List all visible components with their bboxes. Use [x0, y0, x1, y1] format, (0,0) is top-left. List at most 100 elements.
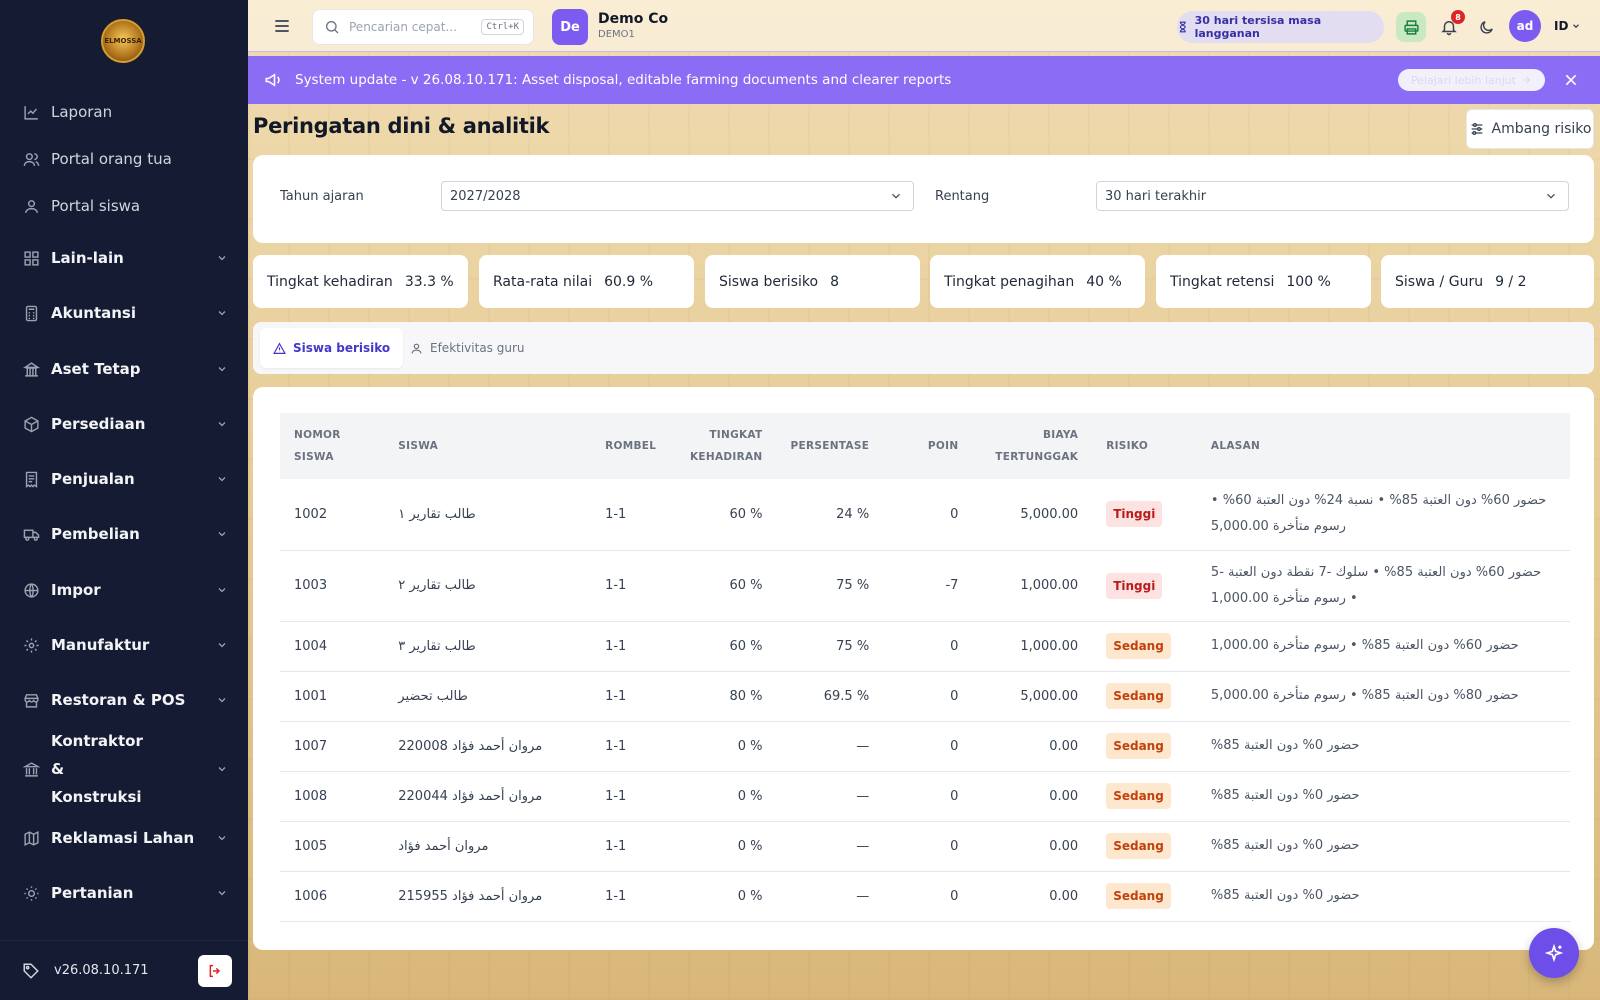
sidebar-item-label: Manufaktur — [51, 636, 150, 654]
table-row[interactable]: 1001 طالب تحضير 1-1 80 % 69.5 % 0 5,000.… — [280, 671, 1570, 722]
sidebar-item-restoran-pos[interactable]: Restoran & POS — [0, 686, 248, 714]
cell-points: 0 — [883, 671, 973, 722]
cell-outstanding-fees: 0.00 — [972, 721, 1093, 772]
table-row[interactable]: 1004 طالب تقارير ٣ 1-1 60 % 75 % 0 1,000… — [280, 621, 1570, 672]
company-avatar[interactable]: De — [552, 9, 588, 45]
sidebar-item-portal-orang-tua[interactable]: Portal orang tua — [0, 145, 248, 173]
cell-reason: حضور 0% دون العتبة 85% — [1196, 821, 1570, 872]
cell-student-name: مروان أحمد فؤاد — [384, 821, 592, 872]
column-header-points[interactable]: POIN — [927, 440, 959, 452]
notifications-button[interactable]: 8 — [1434, 10, 1465, 42]
date-range-select[interactable]: 30 hari terakhir — [1096, 181, 1569, 211]
grid-icon — [22, 249, 40, 267]
sidebar-item-laporan[interactable]: Laporan — [0, 98, 248, 126]
sidebar-item-label: Kontraktor & Konstruksi — [51, 732, 143, 806]
user-icon — [22, 197, 40, 215]
learn-more-button[interactable]: Pelajari lebih lanjut — [1398, 69, 1545, 91]
app-version: v26.08.10.171 — [54, 963, 149, 978]
sidebar-item-portal-siswa[interactable]: Portal siswa — [0, 192, 248, 220]
logout-icon — [209, 964, 221, 977]
ai-assistant-button[interactable] — [1529, 928, 1579, 978]
truck-icon — [22, 525, 40, 543]
risk-badge: Sedang — [1106, 883, 1171, 909]
column-header-attendance[interactable]: TINGKAT KEHADIRAN — [676, 413, 777, 479]
logout-button[interactable] — [198, 954, 232, 987]
subscription-badge[interactable]: 30 hari tersisa masa langganan — [1177, 11, 1384, 43]
receipt-icon — [22, 470, 40, 488]
cell-percentage: — — [776, 821, 884, 872]
risk-badge: Sedang — [1106, 783, 1171, 809]
range-label: Rentang — [935, 189, 990, 204]
tab-at-risk-students[interactable]: Siswa berisiko — [260, 328, 404, 368]
tab-teacher-effectiveness[interactable]: Efektivitas guru — [397, 328, 538, 368]
sidebar-item-penjualan[interactable]: Penjualan — [0, 465, 248, 493]
company-logo[interactable]: ELMOSSA — [101, 19, 145, 63]
cell-risk: Tinggi — [1092, 550, 1197, 622]
column-header-risk[interactable]: RISIKO — [1106, 440, 1149, 452]
column-header-student-number[interactable]: NOMOR SISWA — [280, 413, 384, 479]
company-code: DEMO1 — [598, 29, 635, 40]
sidebar-item-persediaan[interactable]: Persediaan — [0, 410, 248, 438]
chevron-down-icon — [218, 256, 226, 261]
quick-search[interactable]: Pencarian cepat... Ctrl+K — [312, 9, 534, 45]
sidebar-item-reklamasi-lahan[interactable]: Reklamasi Lahan — [0, 824, 248, 852]
calculator-icon — [22, 304, 40, 322]
chevron-down-icon — [218, 588, 226, 593]
table-row[interactable]: 1003 طالب تقارير ٢ 1-1 60 % 75 % -7 1,00… — [280, 550, 1570, 622]
sidebar-item-manufaktur[interactable]: Manufaktur — [0, 631, 248, 659]
cell-student-number: 1008 — [280, 771, 385, 822]
sidebar-item-lain-lain[interactable]: Lain-lain — [0, 244, 248, 272]
table-row[interactable]: 1008 مروان أحمد فؤاد 220044 1-1 0 % — 0 … — [280, 771, 1570, 822]
cell-student-name: طالب تقارير ١ — [384, 479, 592, 551]
at-risk-students-table: NOMOR SISWA SISWA ROMBEL TINGKAT KEHADIRAN… — [280, 413, 1570, 922]
stat-value: 9 / 2 — [1495, 273, 1527, 290]
table-row[interactable]: 1006 مروان أحمد فؤاد 215955 1-1 0 % — 0 … — [280, 871, 1570, 922]
user-avatar[interactable]: ad — [1509, 10, 1541, 42]
column-header-outstanding-fees[interactable]: BIAYA TERTUNGGAK — [972, 413, 1092, 479]
sidebar-item-kontraktor-konstruksi[interactable]: Kontraktor & Konstruksi — [0, 732, 248, 806]
cell-percentage: 75 % — [776, 550, 884, 622]
cell-group: 1-1 — [591, 550, 676, 622]
stat-average-grade: Rata-rata nilai 60.9 % — [479, 255, 694, 308]
at-risk-students-card: NOMOR SISWA SISWA ROMBEL TINGKAT KEHADIRAN… — [253, 387, 1594, 950]
academic-year-select[interactable]: 2027/2028 — [441, 181, 914, 211]
stat-label: Tingkat kehadiran — [267, 273, 393, 290]
risk-badge: Sedang — [1106, 833, 1171, 859]
print-button[interactable] — [1396, 12, 1426, 42]
chevron-down-icon — [218, 698, 226, 703]
cell-attendance: 0 % — [675, 721, 777, 772]
cell-risk: Sedang — [1092, 821, 1197, 872]
sidebar-item-impor[interactable]: Impor — [0, 576, 248, 604]
sidebar-item-label: Portal siswa — [51, 197, 141, 215]
sidebar-item-label: Aset Tetap — [51, 360, 141, 378]
column-header-reason[interactable]: ALASAN — [1210, 440, 1261, 452]
table-row[interactable]: 1005 مروان أحمد فؤاد 1-1 0 % — 0 0.00 Se… — [280, 821, 1570, 872]
menu-icon[interactable] — [272, 16, 292, 36]
megaphone-icon — [265, 73, 280, 87]
language-selector[interactable]: ID — [1554, 19, 1581, 33]
risk-threshold-button[interactable]: Ambang risiko — [1466, 109, 1594, 149]
cell-student-name: طالب تقارير ٣ — [384, 621, 592, 672]
cell-student-number: 1004 — [280, 621, 385, 672]
sidebar-item-pembelian[interactable]: Pembelian — [0, 520, 248, 548]
cell-student-name: طالب تحضير — [384, 671, 592, 722]
close-icon — [1565, 74, 1577, 86]
cell-student-name: مروان أحمد فؤاد 215955 — [384, 871, 592, 922]
column-header-student[interactable]: SISWA — [398, 440, 439, 452]
sidebar-item-pertanian[interactable]: Pertanian — [0, 879, 248, 907]
banner-close-button[interactable] — [1559, 68, 1583, 92]
column-header-group[interactable]: ROMBEL — [605, 440, 657, 452]
cell-risk: Sedang — [1092, 871, 1197, 922]
table-row[interactable]: 1007 مروان أحمد فؤاد 220008 1-1 0 % — 0 … — [280, 721, 1570, 772]
bell-icon — [1441, 21, 1457, 36]
sidebar-item-akuntansi[interactable]: Akuntansi — [0, 299, 248, 327]
theme-toggle[interactable] — [1471, 12, 1501, 42]
cell-group: 1-1 — [591, 771, 676, 822]
chevron-down-icon — [218, 311, 226, 316]
column-header-percentage[interactable]: PERSENTASE — [790, 440, 870, 452]
company-name[interactable]: Demo Co — [598, 11, 669, 27]
table-row[interactable]: 1002 طالب تقارير ١ 1-1 60 % 24 % 0 5,000… — [280, 479, 1570, 551]
stat-value: 100 % — [1286, 273, 1331, 290]
tag-icon — [23, 963, 39, 979]
sidebar-item-aset-tetap[interactable]: Aset Tetap — [0, 355, 248, 383]
